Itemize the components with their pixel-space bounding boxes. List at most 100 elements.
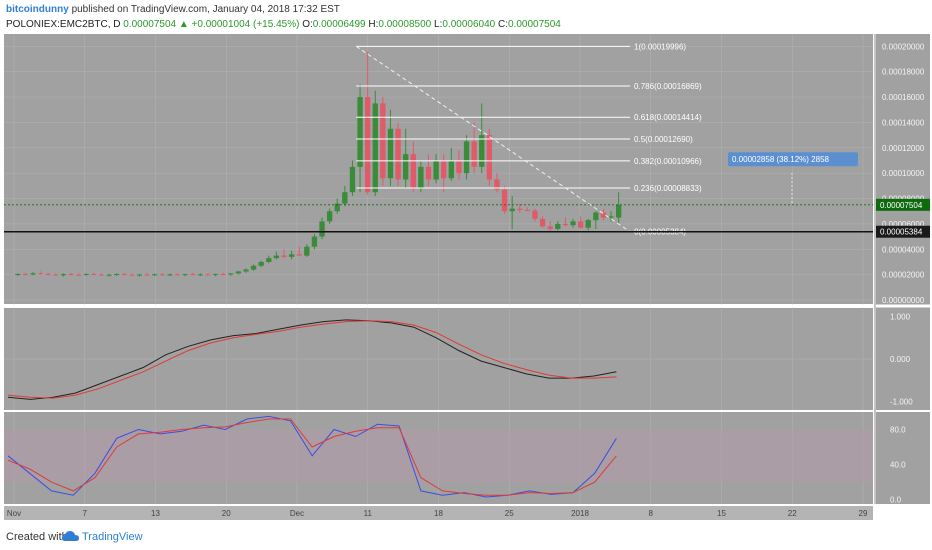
candle-bear	[425, 166, 432, 180]
candle-bull	[319, 221, 325, 237]
last-price: 0.00007504	[123, 19, 177, 30]
candle-bear	[75, 274, 82, 276]
candle-bear	[441, 160, 447, 179]
candle-bull	[349, 166, 356, 193]
candle-bear	[190, 274, 196, 276]
candle-bull	[167, 274, 173, 276]
candle-bear	[524, 209, 531, 211]
candle-bear	[281, 255, 287, 257]
time-tick-label: 22	[788, 509, 797, 518]
symbol-label: POLONIEX:EMC2BTC, D	[6, 19, 121, 30]
price-tick-label: 0.00018000	[882, 68, 925, 77]
tradingview-cloud-icon	[62, 531, 79, 541]
candle-bull	[593, 212, 599, 221]
time-axis-bg	[4, 506, 873, 520]
candle-bear	[380, 103, 386, 179]
candle-bear	[144, 274, 150, 276]
candle-bear	[494, 179, 500, 190]
candle-bull	[30, 273, 36, 275]
time-tick-label: Nov	[7, 509, 21, 518]
candle-bull	[60, 274, 67, 276]
candle-bull	[273, 255, 280, 259]
candle-bull	[403, 154, 409, 180]
price-tick-label: 0.00020000	[882, 42, 925, 51]
candle-bull	[288, 254, 295, 257]
candle-bear	[410, 154, 416, 189]
stoch-tick-label: 40.0	[890, 461, 906, 470]
high-value: 0.00008500	[378, 19, 432, 30]
price-tick-label: 0.00010000	[882, 169, 925, 178]
time-tick-label: 2018	[571, 509, 589, 518]
time-tick-label: 29	[859, 509, 868, 518]
candle-bear	[562, 223, 569, 226]
open-label: O:	[302, 19, 313, 30]
candle-bull	[258, 261, 264, 266]
candle-bear	[532, 210, 538, 219]
candle-bull	[585, 220, 591, 228]
candle-bear	[45, 274, 51, 275]
stoch-k-line	[7, 415, 617, 498]
time-tick-label: 7	[83, 509, 88, 518]
candle-bear	[600, 212, 607, 218]
candle-bull	[448, 160, 454, 179]
time-tick-label: 13	[151, 509, 160, 518]
candle-bull	[387, 128, 394, 179]
price-tick-label: 0.00016000	[882, 93, 925, 102]
price-tick-label: 0.00006000	[882, 220, 925, 229]
fib-level-label: 0.618(0.00014414)	[634, 113, 702, 122]
price-tick-label: 0.00002000	[882, 271, 925, 280]
level-price-tag-label: 0.00005384	[880, 228, 923, 237]
candle-bull	[266, 258, 272, 262]
current-price-tag	[876, 198, 930, 211]
candle-bear	[220, 274, 226, 275]
candle-bear	[395, 128, 401, 180]
candle-bull	[243, 269, 249, 272]
candle-bull	[509, 208, 515, 212]
macd-tick-label: -1.000	[890, 398, 913, 407]
candle-bull	[152, 274, 158, 276]
candle-bull	[342, 192, 348, 204]
fib-level-label: 0.786(0.00016869)	[634, 82, 702, 91]
candle-bear	[501, 189, 508, 212]
chart-header: bitcoindunny published on TradingView.co…	[0, 0, 932, 32]
candle-bull	[372, 103, 378, 193]
high-label: H:	[368, 19, 379, 30]
candle-bull	[311, 236, 318, 247]
candle-bull	[228, 273, 234, 275]
candle-bear	[91, 274, 97, 275]
time-tick-label: 25	[505, 509, 514, 518]
candle-bear	[37, 273, 44, 275]
candle-bear	[364, 97, 371, 193]
candle-bull	[433, 160, 439, 180]
trading-chart[interactable]: Nov 7 13 20 Dec 11 18 25 2018 8 15 22 29 0.00020000 0.…	[0, 32, 932, 522]
candle-bull	[106, 274, 112, 276]
price-axis-bg	[876, 34, 930, 504]
measure-tag-label: 0.00002858 (38.12%) 2858	[732, 155, 830, 164]
macd-tick-label: 1.000	[890, 313, 911, 322]
candle-bear	[159, 274, 165, 276]
candle-bull	[463, 141, 470, 174]
candle-bull	[182, 274, 188, 276]
candle-bull	[212, 274, 219, 275]
candle-bear	[129, 274, 135, 276]
fib-level-label: 1(0.00019996)	[634, 42, 686, 51]
tradingview-link[interactable]: TradingView	[82, 531, 143, 543]
fib-level-label: 0.382(0.00010966)	[634, 157, 702, 166]
candle-bull	[418, 166, 424, 189]
candle-bear	[53, 274, 59, 276]
macd-line	[7, 319, 617, 400]
candle-bear	[174, 274, 181, 276]
created-with-text: Created with	[6, 531, 68, 543]
candle-bear	[68, 274, 74, 275]
published-text: published on TradingView.com, January 04…	[71, 4, 340, 15]
time-tick-label: 15	[717, 509, 726, 518]
candle-bear	[517, 208, 523, 210]
measure-tag	[728, 152, 858, 167]
candle-bear	[547, 226, 553, 229]
candle-bull	[114, 274, 120, 275]
candle-bull	[608, 216, 614, 218]
macd-tick-label: 0.000	[890, 355, 911, 364]
candle-bear	[296, 254, 302, 256]
author-link[interactable]: bitcoindunny	[6, 4, 69, 15]
ohlc-line: POLONIEX:EMC2BTC, D 0.00007504 ▲ +0.0000…	[6, 19, 561, 30]
